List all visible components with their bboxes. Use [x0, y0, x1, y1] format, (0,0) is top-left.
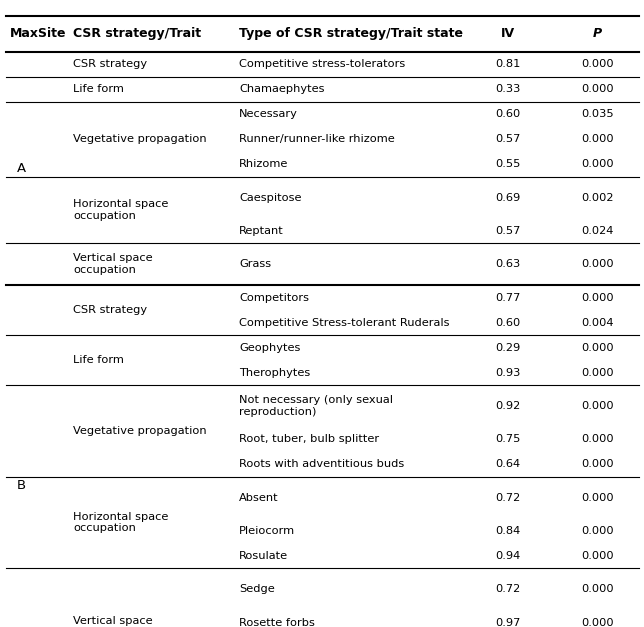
Text: 0.60: 0.60 — [495, 109, 520, 119]
Text: 0.93: 0.93 — [495, 367, 520, 377]
Text: 0.000: 0.000 — [582, 526, 614, 536]
Text: CSR strategy: CSR strategy — [73, 305, 147, 315]
Text: Reptant: Reptant — [239, 226, 283, 236]
Text: Competitive Stress-tolerant Ruderals: Competitive Stress-tolerant Ruderals — [239, 318, 450, 328]
Text: 0.000: 0.000 — [582, 493, 614, 503]
Text: 0.33: 0.33 — [495, 84, 520, 94]
Text: Absent: Absent — [239, 493, 279, 503]
Text: Sedge: Sedge — [239, 584, 275, 594]
Text: CSR strategy: CSR strategy — [73, 60, 147, 70]
Text: 0.97: 0.97 — [495, 618, 520, 627]
Text: 0.57: 0.57 — [495, 134, 520, 144]
Text: Life form: Life form — [73, 355, 124, 365]
Text: 0.72: 0.72 — [495, 584, 520, 594]
Text: 0.000: 0.000 — [582, 134, 614, 144]
Text: 0.000: 0.000 — [582, 293, 614, 303]
Text: Vertical space
occupation: Vertical space occupation — [73, 616, 153, 627]
Text: Vegetative propagation: Vegetative propagation — [73, 134, 207, 144]
Text: Horizontal space
occupation: Horizontal space occupation — [73, 199, 169, 221]
Text: 0.63: 0.63 — [495, 260, 520, 269]
Text: 0.000: 0.000 — [582, 84, 614, 94]
Text: Rhizome: Rhizome — [239, 159, 289, 169]
Text: 0.75: 0.75 — [495, 435, 520, 445]
Text: 0.000: 0.000 — [582, 551, 614, 561]
Text: Not necessary (only sexual
reproduction): Not necessary (only sexual reproduction) — [239, 395, 393, 417]
Text: Roots with adventitious buds: Roots with adventitious buds — [239, 460, 404, 469]
Text: Root, tuber, bulb splitter: Root, tuber, bulb splitter — [239, 435, 379, 445]
Text: Competitors: Competitors — [239, 293, 309, 303]
Text: 0.000: 0.000 — [582, 401, 614, 411]
Text: 0.002: 0.002 — [582, 192, 614, 203]
Text: 0.000: 0.000 — [582, 260, 614, 269]
Text: 0.77: 0.77 — [495, 293, 520, 303]
Text: 0.92: 0.92 — [495, 401, 520, 411]
Text: 0.000: 0.000 — [582, 618, 614, 627]
Text: Vertical space
occupation: Vertical space occupation — [73, 253, 153, 275]
Text: Runner/runner-like rhizome: Runner/runner-like rhizome — [239, 134, 395, 144]
Text: Rosulate: Rosulate — [239, 551, 288, 561]
Text: A: A — [17, 162, 26, 175]
Text: MaxSite: MaxSite — [10, 27, 67, 40]
Text: B: B — [17, 478, 26, 492]
Text: Therophytes: Therophytes — [239, 367, 310, 377]
Text: 0.69: 0.69 — [495, 192, 520, 203]
Text: 0.29: 0.29 — [495, 342, 520, 352]
Text: 0.000: 0.000 — [582, 367, 614, 377]
Text: Grass: Grass — [239, 260, 271, 269]
Text: Vegetative propagation: Vegetative propagation — [73, 426, 207, 436]
Text: 0.81: 0.81 — [495, 60, 520, 70]
Text: 0.004: 0.004 — [582, 318, 614, 328]
Text: Chamaephytes: Chamaephytes — [239, 84, 325, 94]
Text: 0.000: 0.000 — [582, 60, 614, 70]
Text: Caespitose: Caespitose — [239, 192, 301, 203]
Text: 0.60: 0.60 — [495, 318, 520, 328]
Text: 0.000: 0.000 — [582, 342, 614, 352]
Text: 0.94: 0.94 — [495, 551, 520, 561]
Text: Geophytes: Geophytes — [239, 342, 300, 352]
Text: Necessary: Necessary — [239, 109, 298, 119]
Text: 0.000: 0.000 — [582, 159, 614, 169]
Text: Competitive stress-tolerators: Competitive stress-tolerators — [239, 60, 405, 70]
Text: Type of CSR strategy/Trait state: Type of CSR strategy/Trait state — [239, 27, 463, 40]
Text: 0.000: 0.000 — [582, 435, 614, 445]
Text: IV: IV — [500, 27, 515, 40]
Text: 0.84: 0.84 — [495, 526, 520, 536]
Text: Life form: Life form — [73, 84, 124, 94]
Text: 0.035: 0.035 — [582, 109, 614, 119]
Text: 0.000: 0.000 — [582, 460, 614, 469]
Text: 0.72: 0.72 — [495, 493, 520, 503]
Text: CSR strategy/Trait: CSR strategy/Trait — [73, 27, 202, 40]
Text: P: P — [593, 27, 602, 40]
Text: 0.000: 0.000 — [582, 584, 614, 594]
Text: 0.64: 0.64 — [495, 460, 520, 469]
Text: 0.024: 0.024 — [582, 226, 614, 236]
Text: 0.55: 0.55 — [495, 159, 520, 169]
Text: Horizontal space
occupation: Horizontal space occupation — [73, 512, 169, 534]
Text: Rosette forbs: Rosette forbs — [239, 618, 315, 627]
Text: 0.57: 0.57 — [495, 226, 520, 236]
Text: Pleiocorm: Pleiocorm — [239, 526, 295, 536]
